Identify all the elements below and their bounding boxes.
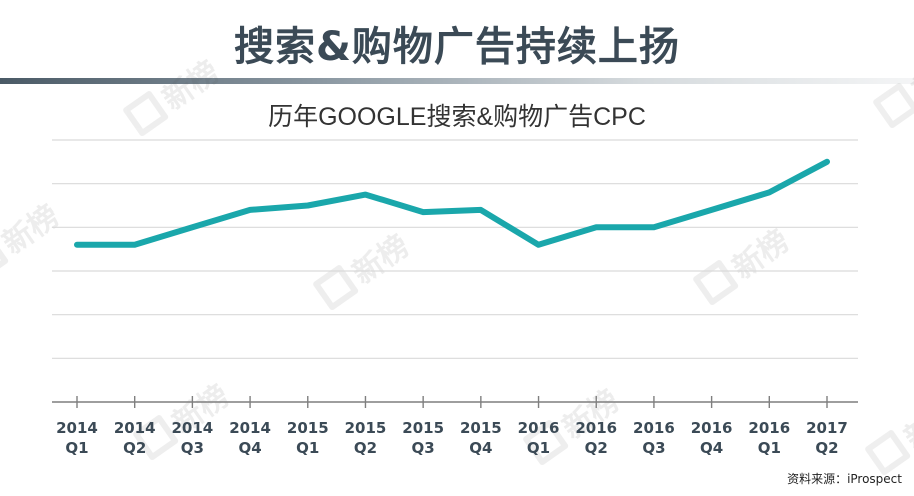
x-tick-label-year: 2016 (748, 419, 790, 437)
x-tick-label-year: 2016 (691, 419, 733, 437)
x-tick-label-year: 2014 (229, 419, 271, 437)
x-tick-label-year: 2014 (56, 419, 98, 437)
x-tick-label-quarter: Q2 (354, 439, 377, 457)
x-tick-label-quarter: Q3 (412, 439, 435, 457)
x-tick-label-year: 2014 (172, 419, 214, 437)
x-tick-label-year: 2016 (633, 419, 675, 437)
x-tick-label-quarter: Q1 (296, 439, 319, 457)
x-tick-label-year: 2017 (806, 419, 848, 437)
header-divider (0, 78, 914, 84)
x-tick-label-year: 2015 (345, 419, 387, 437)
x-tick-label-quarter: Q1 (527, 439, 550, 457)
x-tick-label-year: 2016 (518, 419, 560, 437)
x-tick-label-year: 2015 (402, 419, 444, 437)
x-tick-label-quarter: Q4 (700, 439, 723, 457)
x-tick-label-quarter: Q2 (123, 439, 146, 457)
x-tick-label-quarter: Q1 (758, 439, 781, 457)
series-line (74, 158, 830, 248)
x-tick-label-quarter: Q2 (815, 439, 838, 457)
x-tick-label-quarter: Q3 (642, 439, 665, 457)
x-tick-label-quarter: Q1 (65, 439, 88, 457)
source-note: 资料来源：iProspect (787, 472, 902, 486)
x-tick-label-year: 2015 (460, 419, 502, 437)
x-tick-label-year: 2014 (114, 419, 156, 437)
x-tick-label-year: 2015 (287, 419, 329, 437)
x-tick-label-quarter: Q2 (585, 439, 608, 457)
x-tick-label-year: 2016 (575, 419, 617, 437)
x-tick-label-quarter: Q4 (238, 439, 261, 457)
page-title: 搜索&购物广告持续上扬 (234, 24, 680, 70)
x-tick-label-quarter: Q3 (181, 439, 204, 457)
x-tick-label-quarter: Q4 (469, 439, 492, 457)
chart-title: 历年GOOGLE搜索&购物广告CPC (268, 103, 646, 131)
